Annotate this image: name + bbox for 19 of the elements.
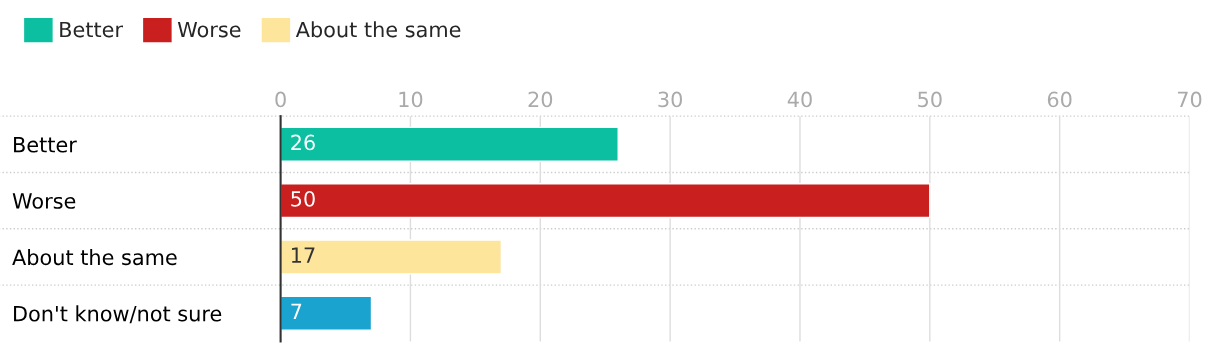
x-tick-label: 30: [658, 91, 682, 108]
x-tick-label: 20: [528, 91, 553, 108]
x-tick-label: 40: [787, 91, 812, 108]
data-label: 26: [291, 134, 315, 151]
x-tick-label: 70: [1177, 91, 1202, 108]
legend-label: Worse: [177, 21, 241, 38]
data-label: 17: [291, 247, 315, 263]
y-tick-label: About the same: [12, 249, 177, 266]
data-label: 7: [291, 303, 302, 320]
x-tick-label: 0: [275, 91, 286, 108]
x-tick-label: 60: [1047, 91, 1072, 108]
legend-label: Better: [60, 21, 124, 38]
x-tick-label: 50: [918, 91, 942, 108]
y-tick-label: Don't know/not sure: [14, 305, 222, 324]
x-tick-label: 10: [399, 91, 423, 108]
y-tick-label: Worse: [12, 193, 76, 209]
y-tick-label: Better: [14, 137, 77, 153]
data-label: 50: [291, 190, 315, 207]
legend-label: About the same: [295, 21, 461, 38]
